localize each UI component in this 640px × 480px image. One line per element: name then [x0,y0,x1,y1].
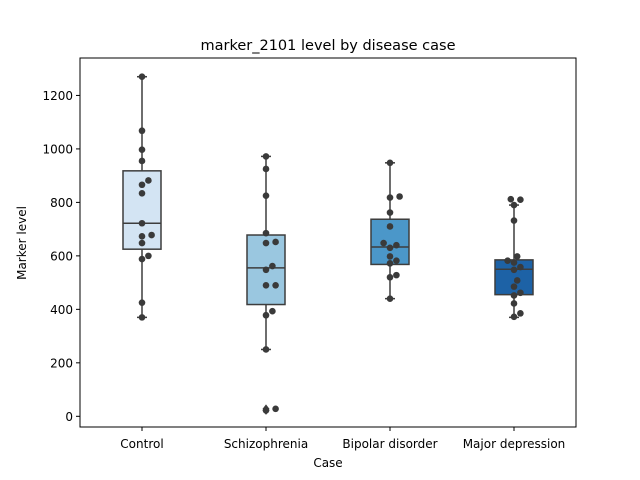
y-tick-label: 200 [50,356,73,370]
x-tick-label: Major depression [463,437,566,451]
data-point [386,253,394,260]
data-point [138,314,146,321]
data-point [262,239,270,247]
data-point [386,260,394,267]
data-point [510,292,518,299]
data-point [269,307,276,315]
data-point [138,233,146,240]
data-point [393,257,400,264]
swarm-points [138,73,524,414]
y-tick-label: 0 [65,410,73,424]
data-point [262,153,270,160]
x-tick-label: Schizophrenia [224,437,308,451]
data-point [272,405,279,413]
plot-frame [79,57,577,428]
data-point [396,193,403,200]
data-point [272,281,279,289]
y-tick-label: 1200 [42,89,73,103]
data-point [380,239,387,247]
data-point [269,262,276,270]
data-point [510,283,518,290]
box-control [122,75,162,319]
data-point [504,257,511,264]
y-tick-label: 400 [50,303,73,317]
data-point [145,252,152,260]
data-point [272,238,279,246]
data-point [262,281,270,289]
data-point [138,219,146,227]
data-point [393,271,400,279]
x-axis-label: Case [313,456,342,470]
data-point [510,313,518,321]
data-point [262,407,270,414]
data-point [386,159,394,167]
data-point [138,190,146,197]
data-point [510,217,518,224]
data-point [386,273,394,281]
x-tick-label: Control [120,437,163,451]
data-point [138,239,146,247]
data-point [262,266,270,274]
data-point [262,229,270,237]
data-point [138,157,146,165]
data-point [517,289,524,297]
data-point [138,127,146,135]
data-point [386,209,394,216]
y-axis-label: Marker level [15,206,29,280]
data-point [513,277,521,284]
data-point [262,311,270,319]
y-tick-label: 1000 [42,142,73,156]
data-point [507,195,515,203]
data-point [510,259,518,266]
chart-title: marker_2101 level by disease case [201,38,456,54]
data-point [386,295,394,302]
data-point [510,266,518,274]
data-point [138,146,146,154]
data-point [138,181,146,189]
data-point [138,255,146,263]
data-point [262,165,270,173]
data-point [138,299,146,306]
y-tick-label: 800 [50,196,73,210]
data-point [517,310,524,317]
data-point [386,223,394,230]
data-point [145,177,152,184]
data-point [148,231,155,239]
data-point [262,192,270,200]
data-point [386,244,394,252]
data-point [386,194,394,201]
box-series [122,75,534,415]
data-point [513,253,521,260]
x-axis-ticks: Control Schizophrenia Bipolar disorder Majo… [120,427,565,451]
data-point [517,263,524,271]
data-point [138,73,146,81]
data-point [393,241,400,249]
x-tick-label: Bipolar disorder [342,437,437,451]
y-axis-ticks: 0 200 400 600 800 1000 1200 [42,89,80,424]
data-point [510,300,518,307]
data-point [517,196,524,204]
y-tick-label: 600 [50,249,73,263]
data-point [262,346,270,353]
data-point [510,201,518,209]
